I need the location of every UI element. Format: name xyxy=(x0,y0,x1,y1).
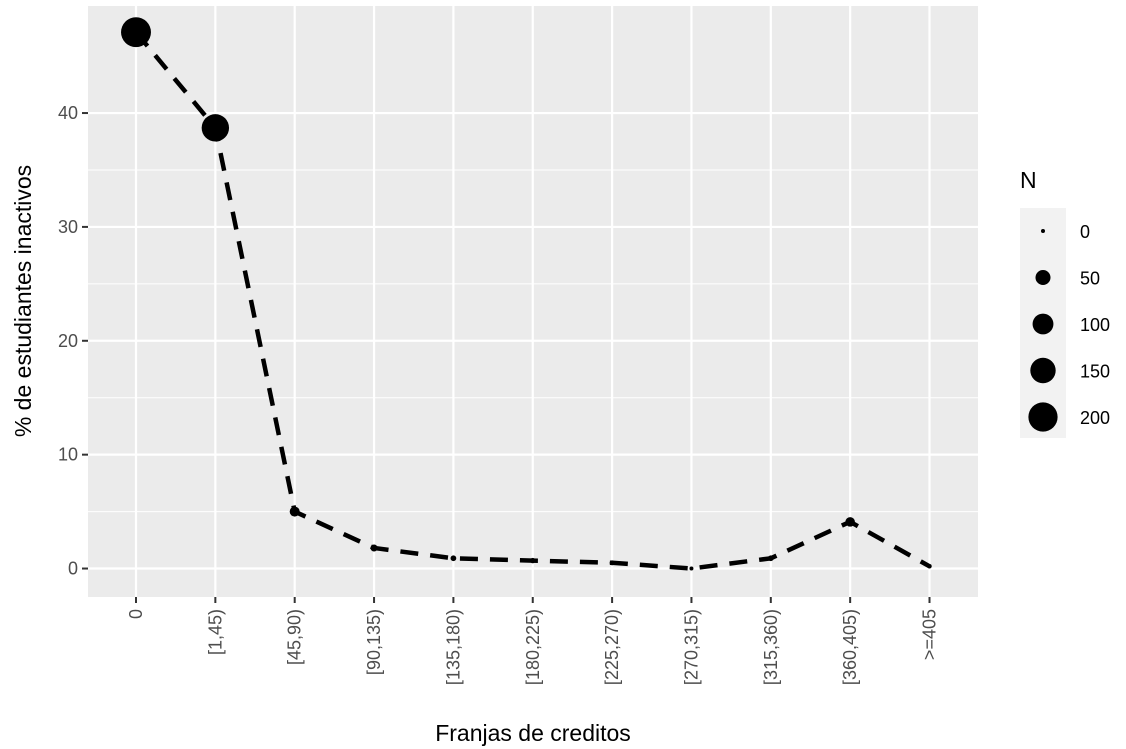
legend-title: N xyxy=(1020,167,1037,193)
y-tick-label: 20 xyxy=(58,331,78,351)
data-point xyxy=(845,517,855,527)
y-axis: 0 10 20 30 40 xyxy=(58,103,88,579)
x-tick-label: [270,315) xyxy=(681,609,701,685)
legend: N 0 50 100 150 200 xyxy=(1020,167,1110,438)
x-tick-label: [135,180) xyxy=(443,609,463,685)
legend-label: 50 xyxy=(1080,269,1100,289)
data-point xyxy=(689,566,694,571)
data-points xyxy=(121,17,932,571)
data-point xyxy=(530,557,536,564)
y-tick-label: 40 xyxy=(58,103,78,123)
legend-label: 150 xyxy=(1080,362,1110,382)
x-tick-label: [1,45) xyxy=(205,609,225,655)
legend-key xyxy=(1028,402,1058,432)
x-tick-label: [315,360) xyxy=(761,609,781,685)
y-tick-label: 0 xyxy=(68,559,78,579)
y-tick-label: 10 xyxy=(58,445,78,465)
legend-key xyxy=(1041,229,1045,233)
data-point xyxy=(450,555,457,562)
legend-items: 0 50 100 150 200 xyxy=(1028,222,1110,432)
data-point xyxy=(121,17,151,48)
legend-label: 200 xyxy=(1080,408,1110,428)
x-tick-label: [90,135) xyxy=(364,609,384,675)
x-axis-title: Franjas de creditos xyxy=(435,720,631,746)
x-tick-label: [225,270) xyxy=(602,609,622,685)
legend-key xyxy=(1035,269,1051,286)
x-tick-label: [360,405) xyxy=(840,609,860,685)
x-tick-label: 0 xyxy=(126,609,146,619)
y-tick-label: 30 xyxy=(58,217,78,237)
legend-key xyxy=(1030,357,1056,384)
data-point xyxy=(927,564,932,569)
y-axis-title: % de estudiantes inactivos xyxy=(10,165,36,437)
legend-key xyxy=(1032,313,1054,335)
x-axis: 0 [1,45) [45,90) [90,135) [135,180) [180,225)… xyxy=(126,597,940,685)
x-tick-label: [45,90) xyxy=(285,609,305,665)
legend-label: 100 xyxy=(1080,315,1110,335)
data-point xyxy=(201,114,230,142)
x-tick-label: >=405 xyxy=(920,609,940,660)
data-point xyxy=(289,506,300,517)
x-tick-label: [180,225) xyxy=(523,609,543,685)
legend-label: 0 xyxy=(1080,222,1090,242)
data-point xyxy=(609,560,615,566)
data-point xyxy=(370,544,378,552)
data-point xyxy=(767,555,774,562)
